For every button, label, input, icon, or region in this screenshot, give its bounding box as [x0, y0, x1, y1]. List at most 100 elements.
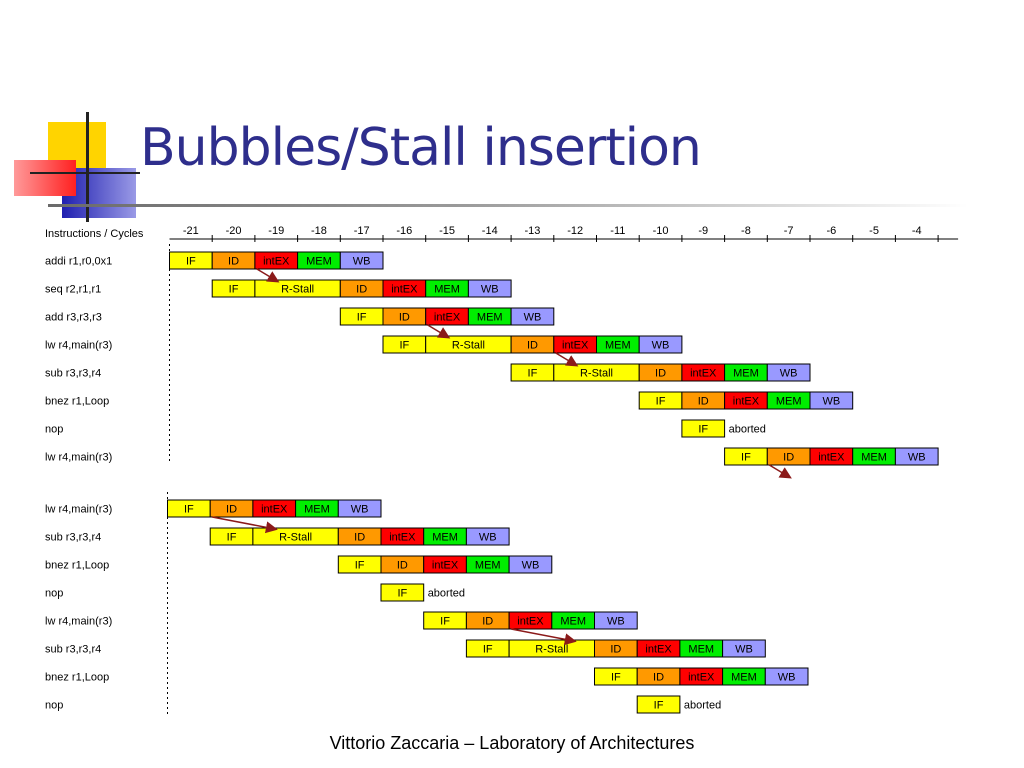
stage-label: WB [353, 256, 371, 268]
stage-label: R-Stall [535, 644, 568, 656]
stage-label: ID [610, 644, 621, 656]
forwarding-arrow [427, 324, 451, 339]
stage-label: MEM [560, 616, 586, 628]
instruction-label: bnez r1,Loop [45, 672, 109, 684]
pipeline-row: lw r4,main(r3) IF ID intEX MEM WB [45, 611, 638, 630]
forwarding-arrow [212, 516, 278, 534]
stage-label: ID [354, 532, 365, 544]
pipeline-row: addi r1,r0,0x1 IF ID intEX MEM WB [45, 251, 384, 270]
cycle-label: -10 [653, 225, 669, 237]
instruction-label: sub r3,r3,r4 [45, 644, 101, 656]
stage-label: MEM [733, 368, 759, 380]
stage-label: WB [822, 396, 840, 408]
instruction-label: nop [45, 424, 63, 436]
instruction-label: addi r1,r0,0x1 [45, 256, 112, 268]
stage-label: WB [780, 368, 798, 380]
pipeline-row: sub r3,r3,r4 IF R-Stall ID intEX MEM WB [45, 363, 811, 382]
cycle-label: -17 [354, 225, 370, 237]
stage-box [465, 527, 510, 546]
stage-label: IF [184, 504, 194, 516]
stage-label: ID [655, 368, 666, 380]
stage-label: R-Stall [279, 532, 312, 544]
stage-label: ID [653, 672, 664, 684]
pipeline-row: nop IF aborted [45, 583, 465, 602]
stage-label: MEM [731, 672, 757, 684]
cycle-label: -19 [268, 225, 284, 237]
cycle-label: -18 [311, 225, 327, 237]
stage-label: MEM [434, 284, 460, 296]
forwarding-arrow [768, 464, 792, 479]
instruction-label: nop [45, 700, 63, 712]
instruction-label: bnez r1,Loop [45, 560, 109, 572]
stage-box [467, 279, 512, 298]
stage-label: intEX [434, 312, 461, 324]
instruction-label: lw r4,main(r3) [45, 452, 112, 464]
stage-label: IF [528, 368, 538, 380]
pipeline-row: seq r2,r1,r1 IF R-Stall ID intEX MEM WB [45, 279, 512, 298]
pipeline-row: lw r4,main(r3) IF ID intEX MEM WB [45, 499, 382, 518]
instruction-label: sub r3,r3,r4 [45, 368, 101, 380]
logo-vertical-line [86, 112, 89, 222]
cycle-label: -9 [698, 225, 708, 237]
aborted-note: aborted [684, 700, 721, 712]
instruction-label: bnez r1,Loop [45, 396, 109, 408]
cycle-label: -14 [482, 225, 498, 237]
stage-label: intEX [389, 532, 416, 544]
forwarding-arrow [555, 352, 579, 367]
slide-footer: Vittorio Zaccaria – Laboratory of Archit… [329, 733, 695, 753]
cycle-label: -7 [784, 225, 794, 237]
pipeline-row: sub r3,r3,r4 IF R-Stall ID intEX MEM WB [45, 639, 766, 658]
stage-label: IF [355, 560, 365, 572]
stage-label: ID [783, 452, 794, 464]
stage-label: IF [397, 588, 407, 600]
stage-label: intEX [432, 560, 459, 572]
stage-label: intEX [690, 368, 717, 380]
instruction-label: seq r2,r1,r1 [45, 284, 101, 296]
stage-label: R-Stall [281, 284, 314, 296]
instruction-label: lw r4,main(r3) [45, 616, 112, 628]
stage-label: MEM [776, 396, 802, 408]
stage-label: ID [482, 616, 493, 628]
stage-box [508, 555, 553, 574]
stage-label: IF [229, 284, 239, 296]
stage-label: WB [481, 284, 499, 296]
stage-box [638, 335, 683, 354]
stage-label: MEM [306, 256, 332, 268]
cycle-label: -21 [183, 225, 199, 237]
pipeline-row: bnez r1,Loop IF ID intEX MEM WB [45, 391, 854, 410]
stage-box [722, 639, 766, 658]
stage-label: intEX [733, 396, 760, 408]
stage-box [681, 419, 726, 438]
instruction-label: add r3,r3,r3 [45, 312, 102, 324]
stage-label: IF [611, 672, 621, 684]
stage-label: intEX [818, 452, 845, 464]
stage-box [766, 363, 811, 382]
stage-label: MEM [605, 340, 631, 352]
slide-title: Bubbles/Stall insertion [140, 118, 702, 178]
cycle-label: -5 [869, 225, 879, 237]
stage-label: MEM [688, 644, 714, 656]
cycle-label: -16 [396, 225, 412, 237]
cycle-label: -15 [439, 225, 455, 237]
stage-label: WB [522, 560, 540, 572]
stage-label: IF [186, 256, 196, 268]
cycle-label: -6 [826, 225, 836, 237]
stage-label: WB [524, 312, 542, 324]
aborted-note: aborted [729, 424, 766, 436]
stage-label: MEM [475, 560, 501, 572]
stage-label: intEX [261, 504, 288, 516]
stage-label: WB [607, 616, 625, 628]
stage-label: intEX [263, 256, 290, 268]
stage-label: intEX [688, 672, 715, 684]
stage-label: WB [351, 504, 369, 516]
stage-label: ID [527, 340, 538, 352]
stage-label: IF [741, 452, 751, 464]
instruction-label: nop [45, 588, 63, 600]
stage-label: R-Stall [452, 340, 485, 352]
stage-label: ID [228, 256, 239, 268]
pipeline-row: bnez r1,Loop IF ID intEX MEM WB [45, 555, 553, 574]
stage-label: MEM [432, 532, 458, 544]
stage-box [894, 447, 939, 466]
stage-box [337, 499, 382, 518]
stage-label: WB [652, 340, 670, 352]
